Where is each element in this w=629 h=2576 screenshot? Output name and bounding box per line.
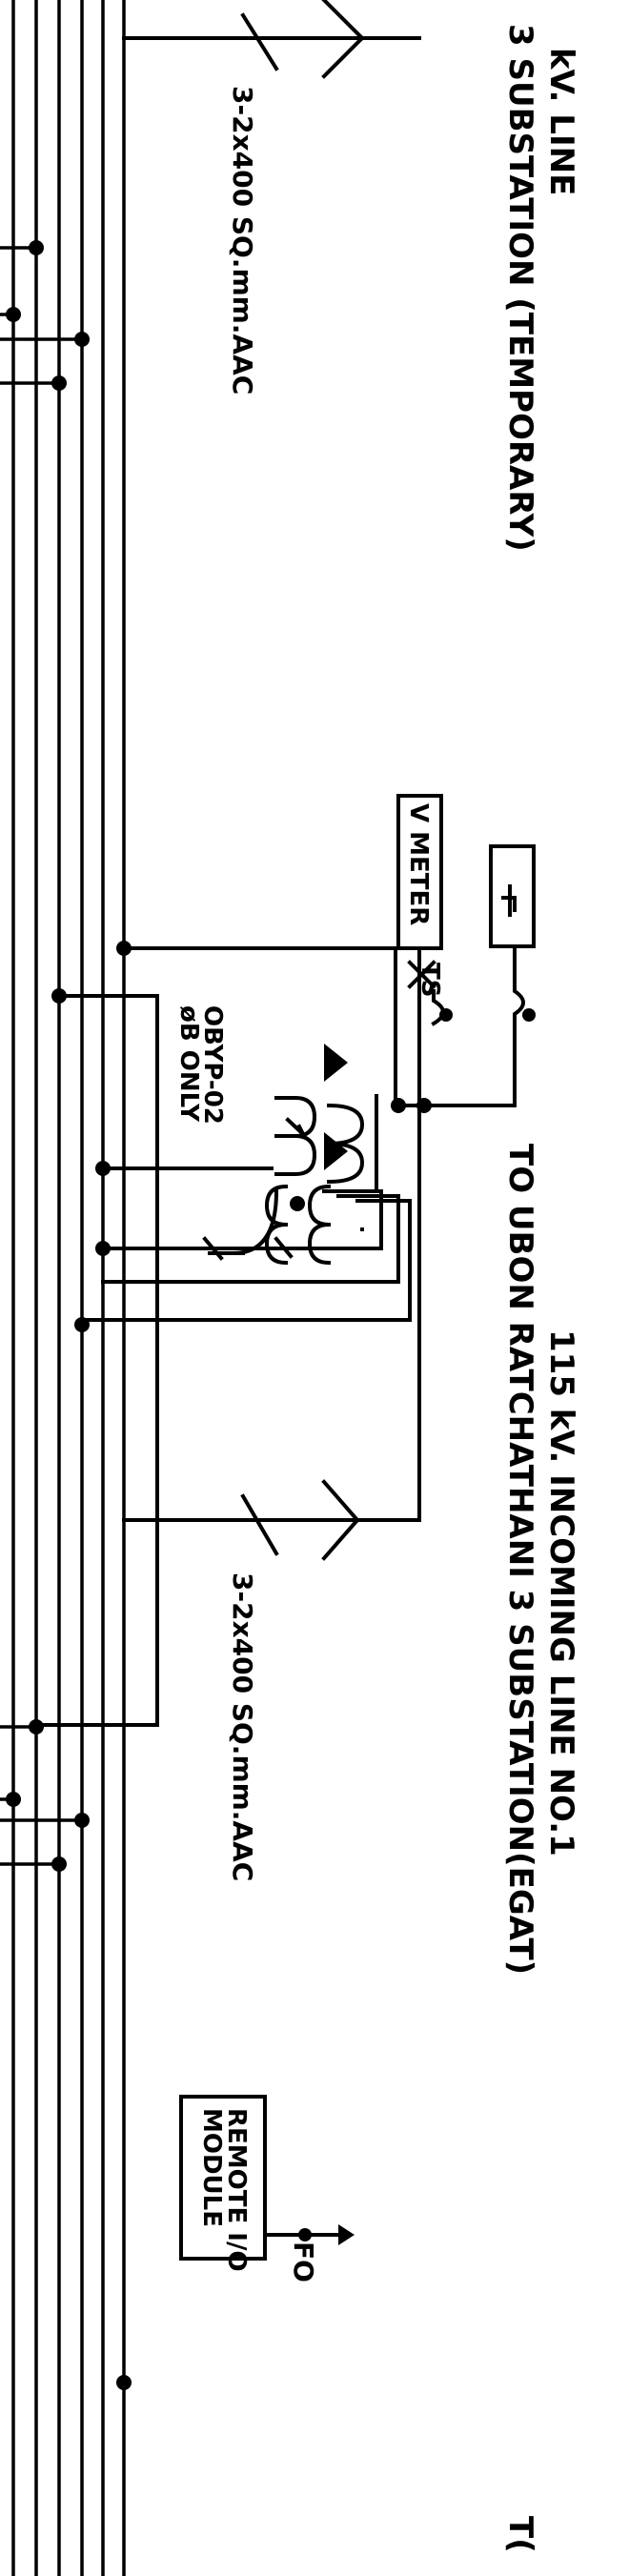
v-meter-label: V METER (404, 803, 433, 925)
ct-coil-icon (307, 1184, 332, 1266)
remote-io-label-2: MODULE (197, 2108, 226, 2227)
v-meter-box (396, 794, 443, 950)
ct-coil-icon (326, 1103, 365, 1185)
remote-io-module (179, 2095, 355, 2261)
ct-coil-icon (264, 1184, 289, 1266)
bus-taps-upper (0, 240, 90, 391)
line-feeder-top (122, 0, 421, 79)
incoming-line-label: 115 kV. INCOMING LINE NO.1 (542, 1329, 580, 1856)
to-ubon-label: TO UBON RATCHATHANI 3 SUBSTATION(EGAT) (501, 1144, 539, 1975)
conductor-label-2: 3-2x400 SQ.mm.AAC (227, 1572, 258, 1881)
line-feeder-middle (122, 1479, 421, 1561)
substation-temp-label: 3 SUBSTATION (TEMPORARY) (501, 24, 539, 552)
bus-junction-dots (51, 941, 132, 2390)
vt-circuit: V METER TS (34, 794, 536, 1727)
lightning-arrester-triangle-icon (324, 1132, 348, 1170)
fuse-icon (513, 946, 525, 1107)
fo-label: FO (288, 2241, 319, 2282)
line-kv-label: kV. LINE (542, 48, 580, 195)
lightning-arrester-triangle-icon (324, 1044, 348, 1082)
obyp-label: OBYP-02 (198, 1005, 227, 1125)
edge-text: T( (501, 2516, 539, 2553)
ts-label: TS (416, 963, 444, 997)
bus-bars (11, 0, 126, 2576)
phase-only-label: øB ONLY (174, 1005, 203, 1123)
conductor-label-1: 3-2x400 SQ.mm.AAC (227, 86, 258, 395)
bus-taps-lower (0, 1719, 90, 1872)
relay-box-icon (489, 844, 536, 948)
ct-coil-icon (274, 1096, 317, 1176)
remote-io-label-1: REMOTE I/O (222, 2108, 251, 2272)
